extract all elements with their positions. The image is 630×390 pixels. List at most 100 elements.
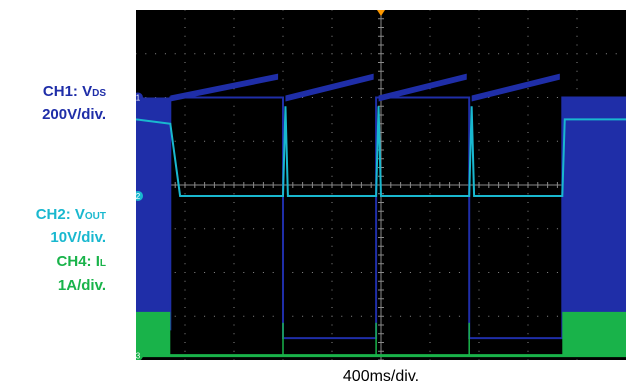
- grid-dot: [449, 315, 451, 317]
- grid-dot: [449, 228, 451, 230]
- grid-dot: [194, 228, 196, 230]
- grid-dot: [194, 272, 196, 273]
- grid-dot: [282, 359, 284, 360]
- grid-dot: [331, 79, 333, 81]
- grid-dot: [507, 315, 509, 317]
- grid-dot: [527, 158, 529, 160]
- grid-dot: [233, 53, 235, 55]
- grid-dot: [262, 315, 264, 317]
- grid-dot: [498, 53, 500, 55]
- grid-dot: [576, 18, 578, 20]
- grid-dot: [360, 53, 362, 55]
- grid-dot: [204, 315, 206, 317]
- grid-dot: [184, 280, 186, 282]
- grid-dot: [302, 53, 304, 55]
- grid-dot: [576, 62, 578, 63]
- ch4-noise-band: [136, 311, 171, 356]
- grid-dot: [537, 228, 539, 230]
- grid-dot: [331, 324, 333, 326]
- grid-dot: [439, 140, 441, 142]
- grid-dot: [233, 210, 235, 212]
- grid-dot: [341, 272, 343, 273]
- grid-dot: [478, 105, 480, 107]
- grid-dot: [409, 228, 411, 230]
- grid-dot: [184, 132, 186, 133]
- grid-dot: [488, 140, 490, 142]
- grid-dot: [164, 53, 166, 55]
- grid-dot: [321, 228, 323, 230]
- grid-dot: [458, 315, 460, 317]
- grid-dot: [223, 228, 225, 230]
- grid-dot: [527, 245, 529, 247]
- grid-dot: [233, 105, 235, 107]
- grid-dot: [409, 272, 411, 273]
- grid-dot: [507, 97, 509, 98]
- grid-dot: [429, 18, 431, 20]
- grid-dot: [478, 35, 480, 37]
- grid-dot: [478, 167, 480, 168]
- grid-dot: [321, 272, 323, 273]
- grid-dot: [498, 315, 500, 317]
- grid-dot: [233, 324, 235, 326]
- grid-dot: [527, 272, 529, 273]
- grid-dot: [233, 342, 235, 343]
- grid-dot: [184, 359, 186, 360]
- grid-dot: [351, 97, 353, 98]
- grid-dot: [527, 88, 529, 90]
- grid-dot: [184, 18, 186, 20]
- grid-dot: [556, 53, 558, 55]
- grid-dot: [331, 105, 333, 107]
- grid-dot: [331, 149, 333, 151]
- grid-dot: [331, 70, 333, 72]
- grid-dot: [439, 272, 441, 273]
- grid-dot: [184, 35, 186, 37]
- grid-dot: [174, 140, 176, 142]
- grid-dot: [419, 228, 421, 230]
- grid-dot: [311, 272, 313, 273]
- grid-dot: [184, 350, 186, 352]
- grid-dot: [282, 53, 284, 55]
- grid-dot: [527, 97, 529, 98]
- grid-dot: [321, 97, 323, 98]
- grid-dot: [429, 228, 431, 230]
- grid-dot: [243, 315, 245, 317]
- grid-dot: [331, 97, 333, 98]
- grid-dot: [331, 114, 333, 116]
- grid-dot: [527, 53, 529, 55]
- grid-dot: [429, 123, 431, 125]
- grid-dot: [253, 140, 255, 142]
- grid-dot: [233, 272, 235, 273]
- grid-dot: [253, 272, 255, 273]
- grid-dot: [527, 333, 529, 335]
- grid-dot: [370, 140, 372, 142]
- grid-dot: [478, 350, 480, 352]
- grid-dot: [282, 62, 284, 63]
- grid-dot: [321, 315, 323, 317]
- grid-dot: [478, 175, 480, 177]
- grid-dot: [478, 359, 480, 360]
- grid-dot: [233, 289, 235, 291]
- grid-dot: [351, 53, 353, 55]
- grid-dot: [184, 228, 186, 230]
- grid-dot: [331, 307, 333, 308]
- grid-dot: [400, 272, 402, 273]
- grid-dot: [429, 219, 431, 221]
- grid-dot: [341, 228, 343, 230]
- grid-dot: [272, 228, 274, 230]
- grid-dot: [419, 140, 421, 142]
- grid-dot: [184, 193, 186, 195]
- grid-dot: [429, 289, 431, 291]
- grid-dot: [282, 10, 284, 11]
- grid-dot: [527, 219, 529, 221]
- grid-dot: [527, 105, 529, 107]
- grid-dot: [478, 70, 480, 72]
- grid-dot: [517, 140, 519, 142]
- grid-dot: [429, 44, 431, 46]
- grid-dot: [213, 53, 215, 55]
- grid-dot: [184, 315, 186, 317]
- ch1-marker-label: 1: [136, 94, 141, 103]
- grid-dot: [331, 123, 333, 125]
- grid-dot: [468, 53, 470, 55]
- grid-dot: [419, 272, 421, 273]
- grid-dot: [400, 228, 402, 230]
